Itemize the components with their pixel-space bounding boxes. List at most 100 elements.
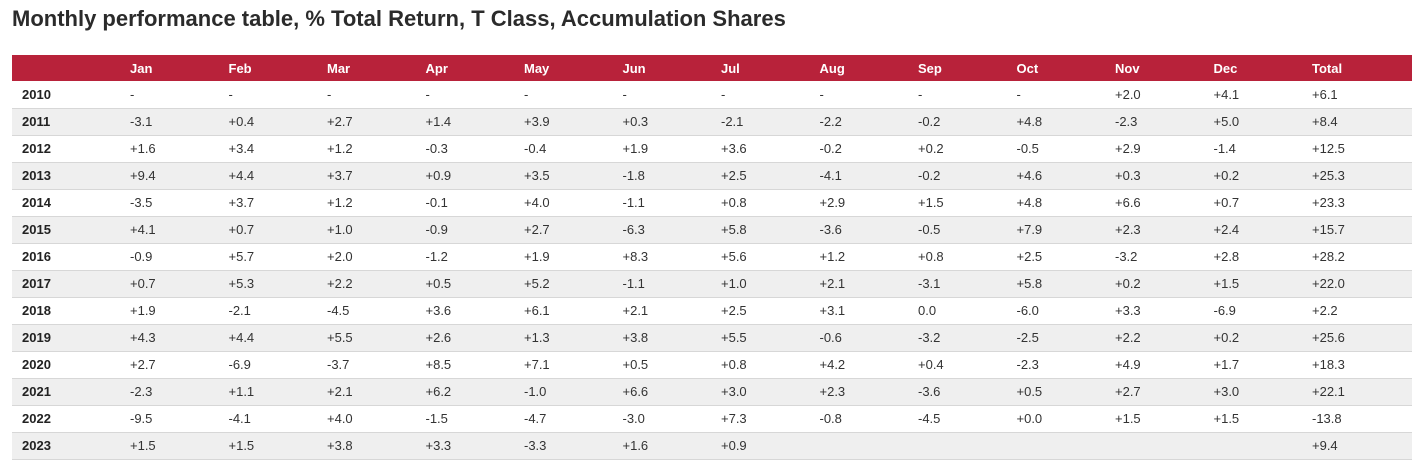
monthly-return-cell: +0.4 bbox=[228, 114, 255, 129]
monthly-return-cell: +2.3 bbox=[819, 384, 846, 399]
monthly-return-cell: -3.2 bbox=[918, 330, 941, 345]
monthly-return-cell: +0.2 bbox=[1213, 330, 1240, 345]
year-cell: 2017 bbox=[22, 276, 51, 291]
monthly-return-cell: +5.5 bbox=[721, 330, 747, 345]
monthly-return-cell: +1.5 bbox=[1213, 276, 1240, 291]
table-row: 2017 +0.7 +5.3 +2.2 +0.5 +5.2 -1.1 +1.0 +2.1 -3.1… bbox=[12, 270, 1412, 297]
monthly-return-cell: -0.2 bbox=[918, 168, 941, 183]
monthly-return-cell: -4.7 bbox=[524, 411, 547, 426]
monthly-return-cell: +8.5 bbox=[425, 357, 452, 372]
monthly-return-cell: -3.2 bbox=[1115, 249, 1138, 264]
monthly-return-cell: +4.9 bbox=[1115, 357, 1141, 372]
monthly-return-cell: +1.9 bbox=[524, 249, 550, 264]
oct-column-header: Oct bbox=[1016, 60, 1039, 76]
monthly-return-cell: +5.7 bbox=[228, 249, 255, 264]
total-return-cell: +28.2 bbox=[1312, 249, 1345, 264]
monthly-return-cell: +1.2 bbox=[327, 195, 353, 210]
monthly-return-cell: +1.0 bbox=[721, 276, 747, 291]
monthly-return-cell: +2.6 bbox=[425, 330, 452, 345]
table-header: Jan Feb Mar Apr May Jun Jul Aug Sep Oct Nov Dec Tota… bbox=[12, 55, 1412, 81]
monthly-return-cell: +3.9 bbox=[524, 114, 550, 129]
jan-column-header: Jan bbox=[130, 60, 153, 76]
monthly-return-cell: +0.8 bbox=[918, 249, 944, 264]
total-return-cell: +6.1 bbox=[1312, 86, 1338, 102]
may-column-header: May bbox=[524, 60, 550, 76]
year-cell: 2022 bbox=[22, 411, 51, 426]
monthly-return-cell: +0.9 bbox=[721, 438, 747, 453]
monthly-return-cell: +2.1 bbox=[819, 276, 846, 291]
monthly-return-cell: +0.5 bbox=[622, 357, 649, 372]
nov-column-header: Nov bbox=[1115, 60, 1140, 76]
monthly-return-cell: +0.0 bbox=[1016, 411, 1043, 426]
monthly-return-cell: +5.8 bbox=[721, 222, 747, 237]
year-cell: 2012 bbox=[22, 141, 51, 156]
total-return-cell: +9.4 bbox=[1312, 438, 1338, 453]
monthly-return-cell: +6.1 bbox=[524, 303, 550, 318]
monthly-return-cell: +0.5 bbox=[1016, 384, 1043, 399]
monthly-return-cell bbox=[1095, 432, 1194, 459]
monthly-return-cell: +1.6 bbox=[130, 141, 156, 156]
table-row: 2015 +4.1 +0.7 +1.0 -0.9 +2.7 -6.3 +5.8 -3.6 -0.5… bbox=[12, 216, 1412, 243]
monthly-return-cell: - bbox=[425, 86, 430, 102]
monthly-return-cell: +3.8 bbox=[622, 330, 649, 345]
monthly-return-cell: -6.9 bbox=[1213, 303, 1236, 318]
monthly-return-cell: +5.3 bbox=[228, 276, 255, 291]
header-row: Jan Feb Mar Apr May Jun Jul Aug Sep Oct Nov Dec Tota… bbox=[12, 55, 1412, 81]
monthly-return-cell: +2.9 bbox=[819, 195, 846, 210]
total-return-cell: +23.3 bbox=[1312, 195, 1345, 210]
monthly-return-cell: -2.3 bbox=[1115, 114, 1138, 129]
monthly-return-cell: -2.3 bbox=[130, 384, 153, 399]
monthly-return-cell: +7.3 bbox=[721, 411, 747, 426]
table-row: 2020 +2.7 -6.9 -3.7 +8.5 +7.1 +0.5 +0.8 +4.2 +0.4… bbox=[12, 351, 1412, 378]
monthly-return-cell: - bbox=[721, 86, 726, 102]
year-cell: 2020 bbox=[22, 357, 51, 372]
monthly-return-cell: - bbox=[622, 86, 627, 102]
monthly-return-cell: +2.2 bbox=[1115, 330, 1141, 345]
total-return-cell: +12.5 bbox=[1312, 141, 1345, 156]
total-return-cell: -13.8 bbox=[1312, 411, 1342, 426]
monthly-return-cell: +2.1 bbox=[622, 303, 649, 318]
monthly-return-cell: +4.4 bbox=[228, 168, 255, 183]
monthly-return-cell: +1.6 bbox=[622, 438, 649, 453]
monthly-return-cell: +3.3 bbox=[425, 438, 452, 453]
monthly-return-cell: +0.4 bbox=[918, 357, 944, 372]
table-row: 2022 -9.5 -4.1 +4.0 -1.5 -4.7 -3.0 +7.3 -0.8 -4.5… bbox=[12, 405, 1412, 432]
total-return-cell: +25.3 bbox=[1312, 168, 1345, 183]
monthly-return-cell: +0.9 bbox=[425, 168, 452, 183]
monthly-return-cell: +5.0 bbox=[1213, 114, 1240, 129]
monthly-return-cell: +2.7 bbox=[130, 357, 156, 372]
monthly-return-cell: -0.5 bbox=[1016, 141, 1039, 156]
monthly-return-cell: +4.0 bbox=[327, 411, 353, 426]
feb-column-header: Feb bbox=[228, 60, 252, 76]
monthly-return-cell: +4.8 bbox=[1016, 195, 1043, 210]
monthly-return-cell: +5.5 bbox=[327, 330, 353, 345]
monthly-return-cell: +5.8 bbox=[1016, 276, 1043, 291]
year-cell: 2010 bbox=[22, 86, 51, 102]
monthly-return-cell: -2.2 bbox=[819, 114, 842, 129]
monthly-return-cell: +7.1 bbox=[524, 357, 550, 372]
apr-column-header: Apr bbox=[425, 60, 448, 76]
monthly-return-cell: +2.0 bbox=[1115, 86, 1141, 102]
monthly-return-cell: +1.0 bbox=[327, 222, 353, 237]
monthly-return-cell: +1.3 bbox=[524, 330, 550, 345]
monthly-return-cell: +6.6 bbox=[622, 384, 649, 399]
monthly-return-cell: -3.0 bbox=[622, 411, 645, 426]
monthly-return-cell: -3.1 bbox=[130, 114, 153, 129]
year-column-header bbox=[12, 55, 110, 81]
mar-column-header: Mar bbox=[327, 60, 351, 76]
monthly-return-cell: +6.6 bbox=[1115, 195, 1141, 210]
monthly-return-cell: -6.3 bbox=[622, 222, 645, 237]
monthly-return-cell: +3.7 bbox=[327, 168, 353, 183]
monthly-return-cell: +3.6 bbox=[721, 141, 747, 156]
monthly-return-cell: +1.9 bbox=[130, 303, 156, 318]
total-return-cell: +25.6 bbox=[1312, 330, 1345, 345]
monthly-return-cell: +3.8 bbox=[327, 438, 353, 453]
monthly-return-cell: -9.5 bbox=[130, 411, 153, 426]
monthly-return-cell: +4.3 bbox=[130, 330, 156, 345]
monthly-return-cell bbox=[1194, 432, 1293, 459]
monthly-return-cell: +2.0 bbox=[327, 249, 353, 264]
monthly-return-cell: - bbox=[1016, 86, 1021, 102]
page-title: Monthly performance table, % Total Retur… bbox=[12, 6, 786, 31]
monthly-return-cell: -3.1 bbox=[918, 276, 941, 291]
monthly-return-cell: -3.6 bbox=[918, 384, 941, 399]
